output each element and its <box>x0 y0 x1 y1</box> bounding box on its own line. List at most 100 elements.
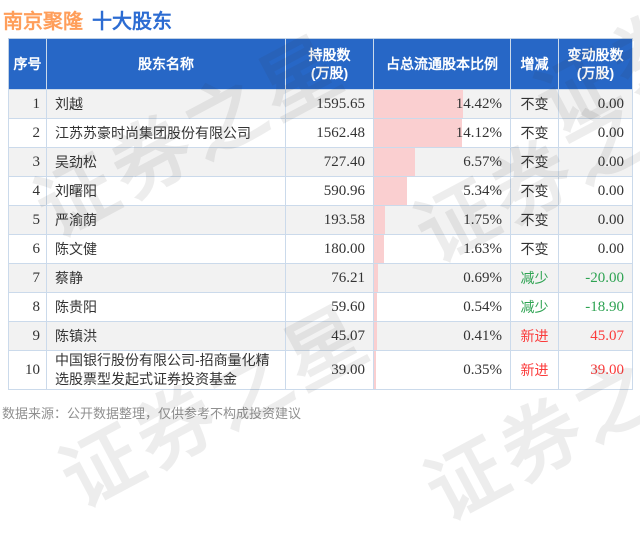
ratio-value: 0.41% <box>463 327 502 344</box>
cell-change-direction: 不变 <box>510 176 559 206</box>
ratio-value: 14.12% <box>455 124 502 141</box>
cell-change-shares: 0.00 <box>558 118 633 148</box>
column-header-float-ratio: 占总流通股本比例 <box>373 38 511 90</box>
cell-rank: 7 <box>8 263 47 293</box>
table-row: 3 吴劲松 727.40 6.57% 不变 0.00 <box>8 147 633 177</box>
table-row: 1 刘越 1595.65 14.42% 不变 0.00 <box>8 89 633 119</box>
cell-change-shares: 0.00 <box>558 205 633 235</box>
cell-change-direction: 不变 <box>510 118 559 148</box>
cell-change-direction: 减少 <box>510 292 559 322</box>
cell-holder-name: 刘越 <box>46 89 286 119</box>
cell-change-direction: 减少 <box>510 263 559 293</box>
cell-change-shares: 0.00 <box>558 89 633 119</box>
ratio-bar <box>374 206 385 234</box>
ratio-bar <box>374 177 408 205</box>
cell-rank: 6 <box>8 234 47 264</box>
cell-rank: 2 <box>8 118 47 148</box>
column-header-change-direction: 增减 <box>510 38 559 90</box>
cell-float-ratio: 14.42% <box>373 89 511 119</box>
ratio-value: 0.69% <box>463 269 502 286</box>
cell-rank: 3 <box>8 147 47 177</box>
cell-float-ratio: 1.63% <box>373 234 511 264</box>
cell-float-ratio: 0.41% <box>373 321 511 351</box>
ratio-bar <box>374 90 464 118</box>
cell-rank: 10 <box>8 350 47 390</box>
title-suffix: 十大股东 <box>92 11 172 33</box>
cell-shares-held: 39.00 <box>285 350 374 390</box>
cell-holder-name: 陈镇洪 <box>46 321 286 351</box>
table-row: 4 刘曙阳 590.96 5.34% 不变 0.00 <box>8 176 633 206</box>
cell-float-ratio: 6.57% <box>373 147 511 177</box>
cell-rank: 8 <box>8 292 47 322</box>
cell-shares-held: 1595.65 <box>285 89 374 119</box>
shareholders-table: 序号 股东名称 持股数 (万股) 占总流通股本比例 增减 变动股数 (万股) 1 刘越 1595.… <box>8 38 633 390</box>
ratio-bar <box>374 293 378 321</box>
cell-holder-name: 刘曙阳 <box>46 176 286 206</box>
table-row: 10 中国银行股份有限公司-招商量化精选股票型发起式证券投资基金 39.00 0.35… <box>8 350 633 390</box>
cell-float-ratio: 0.54% <box>373 292 511 322</box>
cell-holder-name: 陈贵阳 <box>46 292 286 322</box>
shareholders-table-wrap: 序号 股东名称 持股数 (万股) 占总流通股本比例 增减 变动股数 (万股) 1 刘越 1595.… <box>8 38 633 390</box>
table-header: 序号 股东名称 持股数 (万股) 占总流通股本比例 增减 变动股数 (万股) <box>8 38 633 90</box>
ratio-bar <box>374 119 462 147</box>
stock-name: 南京聚隆 <box>3 11 83 33</box>
cell-change-shares: 0.00 <box>558 147 633 177</box>
cell-holder-name: 中国银行股份有限公司-招商量化精选股票型发起式证券投资基金 <box>46 350 286 390</box>
cell-holder-name: 陈文健 <box>46 234 286 264</box>
cell-shares-held: 1562.48 <box>285 118 374 148</box>
column-header-holder-name: 股东名称 <box>46 38 286 90</box>
cell-change-shares: 0.00 <box>558 234 633 264</box>
cell-rank: 9 <box>8 321 47 351</box>
cell-shares-held: 59.60 <box>285 292 374 322</box>
cell-float-ratio: 1.75% <box>373 205 511 235</box>
ratio-value: 0.35% <box>463 361 502 378</box>
cell-change-shares: 45.07 <box>558 321 633 351</box>
cell-change-shares: 0.00 <box>558 176 633 206</box>
ratio-value: 6.57% <box>463 153 502 170</box>
page-title: 南京聚隆 十大股东 <box>3 5 172 34</box>
ratio-value: 0.54% <box>463 298 502 315</box>
cell-change-direction: 新进 <box>510 321 559 351</box>
cell-float-ratio: 0.69% <box>373 263 511 293</box>
footer-note: 数据来源：公开数据整理，仅供参考不构成投资建议 <box>2 406 302 421</box>
ratio-bar <box>374 351 377 389</box>
ratio-bar <box>374 148 415 176</box>
cell-change-direction: 不变 <box>510 89 559 119</box>
table-row: 2 江苏苏豪时尚集团股份有限公司 1562.48 14.12% 不变 0.00 <box>8 118 633 148</box>
table-row: 8 陈贵阳 59.60 0.54% 减少 -18.90 <box>8 292 633 322</box>
cell-shares-held: 76.21 <box>285 263 374 293</box>
ratio-value: 14.42% <box>455 95 502 112</box>
column-header-change-shares: 变动股数 (万股) <box>558 38 633 90</box>
table-row: 6 陈文健 180.00 1.63% 不变 0.00 <box>8 234 633 264</box>
cell-shares-held: 45.07 <box>285 321 374 351</box>
cell-shares-held: 180.00 <box>285 234 374 264</box>
table-row: 7 蔡静 76.21 0.69% 减少 -20.00 <box>8 263 633 293</box>
cell-change-direction: 不变 <box>510 147 559 177</box>
ratio-bar <box>374 322 377 350</box>
column-header-shares-held: 持股数 (万股) <box>285 38 374 90</box>
cell-shares-held: 193.58 <box>285 205 374 235</box>
cell-holder-name: 蔡静 <box>46 263 286 293</box>
ratio-bar <box>374 264 379 292</box>
cell-change-shares: -18.90 <box>558 292 633 322</box>
cell-holder-name: 吴劲松 <box>46 147 286 177</box>
cell-change-direction: 不变 <box>510 205 559 235</box>
table-row: 5 严渝荫 193.58 1.75% 不变 0.00 <box>8 205 633 235</box>
column-header-rank: 序号 <box>8 38 47 90</box>
cell-shares-held: 590.96 <box>285 176 374 206</box>
cell-rank: 5 <box>8 205 47 235</box>
table-body: 1 刘越 1595.65 14.42% 不变 0.00 2 江苏苏豪时尚集团股份有限公司 156… <box>8 89 633 390</box>
ratio-value: 5.34% <box>463 182 502 199</box>
cell-float-ratio: 0.35% <box>373 350 511 390</box>
ratio-bar <box>374 235 385 263</box>
table-row: 9 陈镇洪 45.07 0.41% 新进 45.07 <box>8 321 633 351</box>
cell-float-ratio: 14.12% <box>373 118 511 148</box>
cell-shares-held: 727.40 <box>285 147 374 177</box>
cell-float-ratio: 5.34% <box>373 176 511 206</box>
ratio-value: 1.75% <box>463 211 502 228</box>
cell-rank: 1 <box>8 89 47 119</box>
cell-rank: 4 <box>8 176 47 206</box>
cell-holder-name: 严渝荫 <box>46 205 286 235</box>
cell-change-shares: -20.00 <box>558 263 633 293</box>
cell-change-direction: 新进 <box>510 350 559 390</box>
